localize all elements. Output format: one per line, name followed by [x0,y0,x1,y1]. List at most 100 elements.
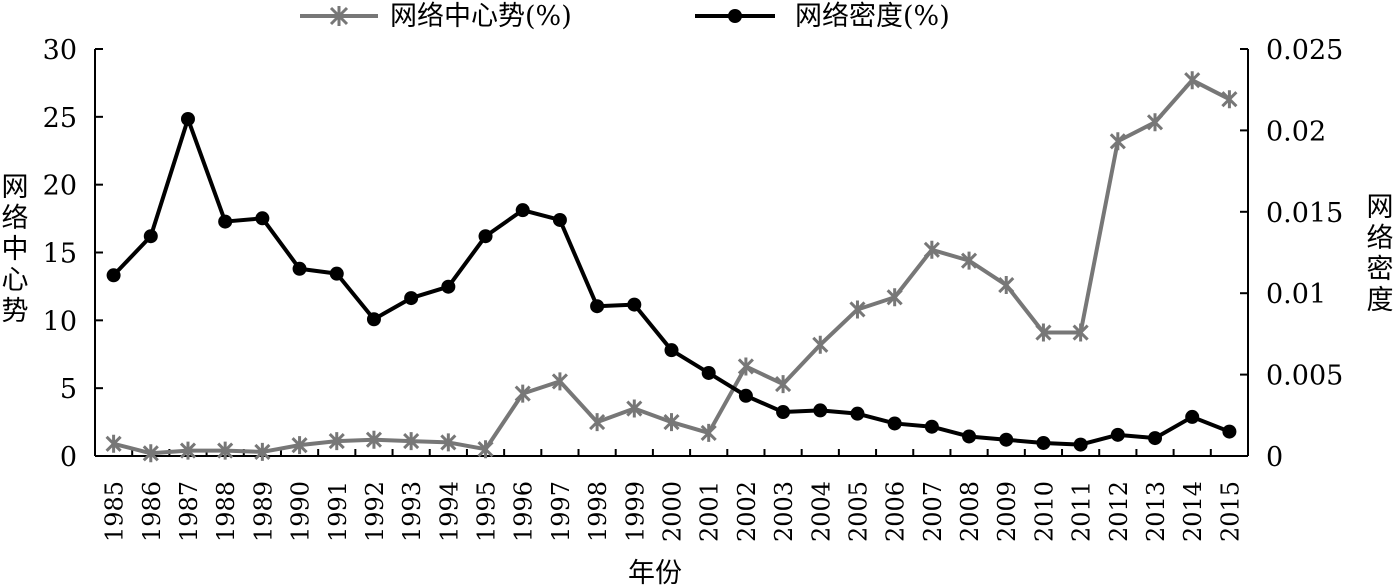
x-tick-label: 2006 [882,481,910,542]
legend-marker-centrality [329,6,349,26]
x-tick-label: 1993 [398,481,426,542]
x-tick-label: 1990 [287,481,315,542]
x-tick-label: 2014 [1179,481,1207,542]
x-tick-label: 1986 [138,481,166,542]
x-tick-label: 2013 [1142,481,1170,542]
series-line-0 [113,78,1231,456]
data-point [700,423,717,442]
data-point [180,112,195,127]
x-tick-label: 2007 [919,481,947,542]
data-point [440,433,457,452]
data-point [1222,424,1237,439]
data-point [1146,113,1164,132]
data-point [626,399,643,418]
x-tick-label: 1997 [547,481,575,542]
legend: 网络中心势(%) 网络密度(%) [300,1,950,32]
data-point [812,335,829,354]
data-point [627,297,642,312]
data-point [515,203,530,218]
data-point [329,266,344,281]
data-point [1110,427,1125,442]
x-tick-label: 1989 [249,481,277,542]
data-point [143,229,158,244]
right-tick-label: 0.015 [1266,198,1343,229]
axis-title-char: 中 [2,234,29,265]
x-tick-label: 2000 [659,481,687,542]
x-tick-label: 1998 [584,481,612,542]
left-axis-ticks: 0 5 10 15 20 25 30 [43,35,103,473]
data-point [217,441,234,460]
data-point [1036,435,1051,450]
data-point [478,229,493,244]
right-tick-label: 0.01 [1266,279,1326,310]
x-tick-label: 1991 [324,481,352,542]
axis-title-char: 势 [2,296,29,327]
data-point [218,214,233,229]
data-point [514,384,531,403]
x-tick-label: 2003 [770,481,798,542]
data-point [998,276,1015,295]
x-tick-label: 1994 [435,481,463,542]
data-point [923,240,940,259]
data-point [924,419,939,434]
data-point [292,261,307,276]
data-point [551,372,568,391]
data-point [404,291,419,306]
right-tick-label: 0.005 [1266,361,1343,392]
right-axis-title: 网络密度 [1367,192,1394,316]
axis-title-char: 心 [2,265,29,296]
data-point [850,406,865,421]
x-tick-label: 2015 [1216,481,1244,542]
axes [94,49,1249,457]
series-layer [105,71,1238,463]
axis-title-char: 络 [2,203,29,234]
x-tick-label: 1992 [361,481,389,542]
data-point [142,444,159,463]
data-point [887,416,902,431]
x-tick-label: 1988 [212,481,240,542]
data-point [105,434,122,453]
data-point [255,211,270,226]
data-point [1073,437,1088,452]
x-tick-label: 2001 [696,481,724,542]
data-point [849,300,866,319]
data-point [1035,323,1052,342]
left-tick-label: 5 [60,374,77,405]
left-tick-label: 0 [60,442,77,473]
data-point [1072,323,1089,342]
data-point [1185,409,1200,424]
data-point [813,403,828,418]
left-tick-label: 10 [43,306,77,337]
x-tick-label: 2005 [844,481,872,542]
data-point [960,251,978,270]
axis-title-char: 网 [1367,192,1394,223]
axis-title-char: 络 [1367,223,1394,254]
data-point [403,432,420,451]
data-point [738,388,753,403]
data-point [775,375,792,394]
data-point [477,440,494,459]
left-tick-label: 15 [43,239,77,270]
right-tick-label: 0.025 [1266,35,1343,66]
data-point [552,212,567,227]
x-tick-label: 1999 [621,481,649,542]
x-tick-label: 1985 [101,481,129,542]
data-point [254,442,271,461]
right-tick-label: 0.02 [1266,116,1326,147]
x-axis-ticks: 1985 1986 1987 1988 1989 1990 1991 1992 1993 1994… [94,449,1249,542]
data-point [365,430,383,449]
x-tick-label: 2002 [733,481,761,542]
left-tick-label: 30 [43,35,77,66]
x-tick-label: 2011 [1068,481,1096,542]
data-point [589,413,606,432]
data-point [776,405,791,420]
legend-label-density: 网络密度(%) [795,1,950,32]
data-point [291,436,308,455]
data-point [366,312,381,327]
data-point [1221,90,1238,109]
axis-title-char: 密 [1367,254,1394,285]
legend-label-centrality: 网络中心势(%) [390,1,572,32]
right-axis-ticks: 0 0.005 0.01 0.015 0.02 0.025 [1240,35,1343,473]
series-line-1 [112,117,1231,447]
